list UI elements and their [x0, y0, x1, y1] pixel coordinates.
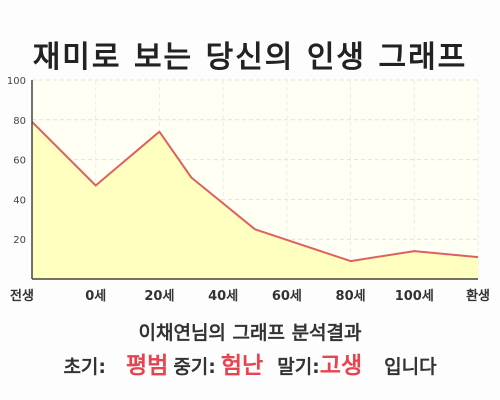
x-tick-label-1: 0세	[85, 289, 106, 304]
early-label: 초기:	[63, 356, 106, 378]
x-tick-label-7: 환생	[466, 288, 490, 304]
mid-label: 중기:	[173, 356, 216, 378]
x-tick-label-4: 60세	[272, 289, 302, 304]
y-tick-label-2: 60	[13, 156, 26, 167]
result-ending: 입니다	[384, 356, 437, 378]
y-tick-label-1: 40	[13, 195, 26, 206]
late-label: 말기:	[277, 356, 320, 378]
life-graph-chart: 20 40 60 80 100 전생 0세 20세 40세 60세 80세 100세 환생	[7, 76, 490, 304]
analysis-subtitle: 이채연님의 그래프 분석결과	[138, 322, 362, 344]
y-tick-label-4: 100	[7, 76, 26, 87]
series-line	[31, 121, 479, 263]
y-tick-label-0: 20	[13, 235, 26, 246]
y-tick-label-3: 80	[13, 116, 26, 127]
x-tick-label-2: 20세	[144, 289, 174, 304]
x-tick-label-3: 40세	[208, 289, 238, 304]
early-value: 평범	[126, 353, 169, 379]
series-area	[32, 121, 478, 279]
x-tick-label-6: 100세	[395, 289, 434, 304]
mid-value: 험난	[220, 353, 264, 379]
analysis-result-line: 초기: 평범 중기: 험난 말기: 고생 입니다	[0, 346, 500, 380]
late-value: 고생	[319, 353, 363, 379]
x-tick-label-5: 80세	[336, 289, 366, 304]
x-tick-label-0: 전생	[10, 288, 34, 304]
page-title: 재미로 보는 당신의 인생 그래프	[32, 40, 468, 75]
